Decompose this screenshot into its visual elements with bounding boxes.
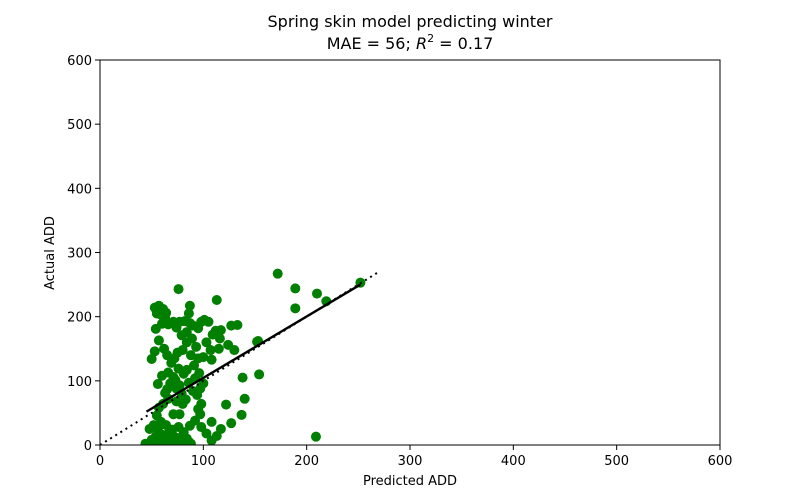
scatter-point: [232, 320, 243, 331]
scatter-point: [173, 284, 184, 295]
x-tick-label: 500: [604, 454, 629, 469]
scatter-point: [229, 345, 240, 356]
scatter-point: [151, 308, 162, 319]
scatter-point: [272, 268, 283, 279]
y-tick-label: 200: [67, 311, 92, 326]
scatter-point: [254, 369, 265, 380]
x-tick-label: 600: [708, 454, 733, 469]
y-tick-label: 100: [67, 375, 92, 390]
scatter-point: [312, 288, 322, 299]
scatter-point: [206, 416, 217, 427]
scatter-point: [290, 283, 301, 294]
scatter-point: [177, 345, 188, 356]
plot-series-group: [100, 268, 378, 445]
scatter-point: [186, 333, 197, 344]
subtitle-r2-exponent: 2: [427, 32, 434, 45]
scatter-point: [211, 294, 222, 305]
y-tick-label: 0: [84, 439, 92, 454]
scatter-point: [183, 436, 194, 445]
scatter-point: [206, 435, 217, 445]
x-tick-label: 300: [398, 454, 423, 469]
scatter-point: [226, 418, 237, 429]
x-tick-label: 200: [294, 454, 319, 469]
chart-title: Spring skin model predicting winter: [268, 12, 553, 31]
scatter-point: [146, 354, 157, 365]
scatter-point: [214, 333, 225, 344]
chart-subtitle: MAE = 56; R2 = 0.17: [327, 32, 494, 53]
scatter-point: [184, 420, 195, 431]
scatter-point: [194, 368, 205, 379]
scatter-point: [183, 308, 194, 319]
scatter-point: [152, 379, 163, 390]
y-axis-label: Actual ADD: [43, 216, 58, 290]
y-tick-label: 500: [67, 118, 92, 133]
subtitle-prefix: MAE = 56;: [327, 34, 416, 53]
scatter-point: [180, 394, 191, 405]
scatter-point: [215, 325, 226, 336]
scatter-point: [310, 431, 321, 442]
scatter-point: [201, 428, 212, 439]
scatter-point: [174, 409, 185, 420]
y-tick-label: 400: [67, 182, 92, 197]
scatter-point: [153, 335, 164, 346]
scatter-point: [203, 316, 214, 327]
scatter-point: [148, 440, 159, 445]
scatter-point: [173, 363, 184, 374]
identity-line: [100, 272, 378, 445]
scatter-point: [184, 300, 195, 311]
x-tick-label: 100: [191, 454, 216, 469]
plot-area: [99, 59, 721, 446]
scatter-point: [163, 367, 174, 378]
x-axis-label: Predicted ADD: [363, 474, 457, 489]
subtitle-suffix: = 0.17: [434, 34, 493, 53]
y-tick-label: 600: [67, 54, 92, 69]
y-tick-label: 300: [67, 247, 92, 262]
scatter-point: [191, 341, 202, 352]
x-axis: 0 100 200 300 400 500 600: [96, 445, 733, 469]
x-tick-label: 400: [501, 454, 526, 469]
scatter-point: [239, 393, 250, 404]
scatter-point: [189, 360, 200, 371]
scatter-point: [221, 399, 232, 410]
scatter-point: [205, 345, 216, 356]
scatter-point: [237, 372, 248, 383]
scatter-point: [188, 386, 198, 397]
x-tick-label: 0: [96, 454, 104, 469]
scatter-point: [236, 409, 247, 420]
scatter-point: [149, 346, 160, 357]
scatter-point: [201, 337, 212, 348]
scatter-point: [213, 343, 224, 354]
y-axis: 0 100 200 300 400 500 600: [67, 54, 100, 454]
subtitle-r2-symbol: R: [416, 34, 427, 53]
scatter-point: [206, 354, 217, 365]
scatter-point: [290, 303, 301, 314]
